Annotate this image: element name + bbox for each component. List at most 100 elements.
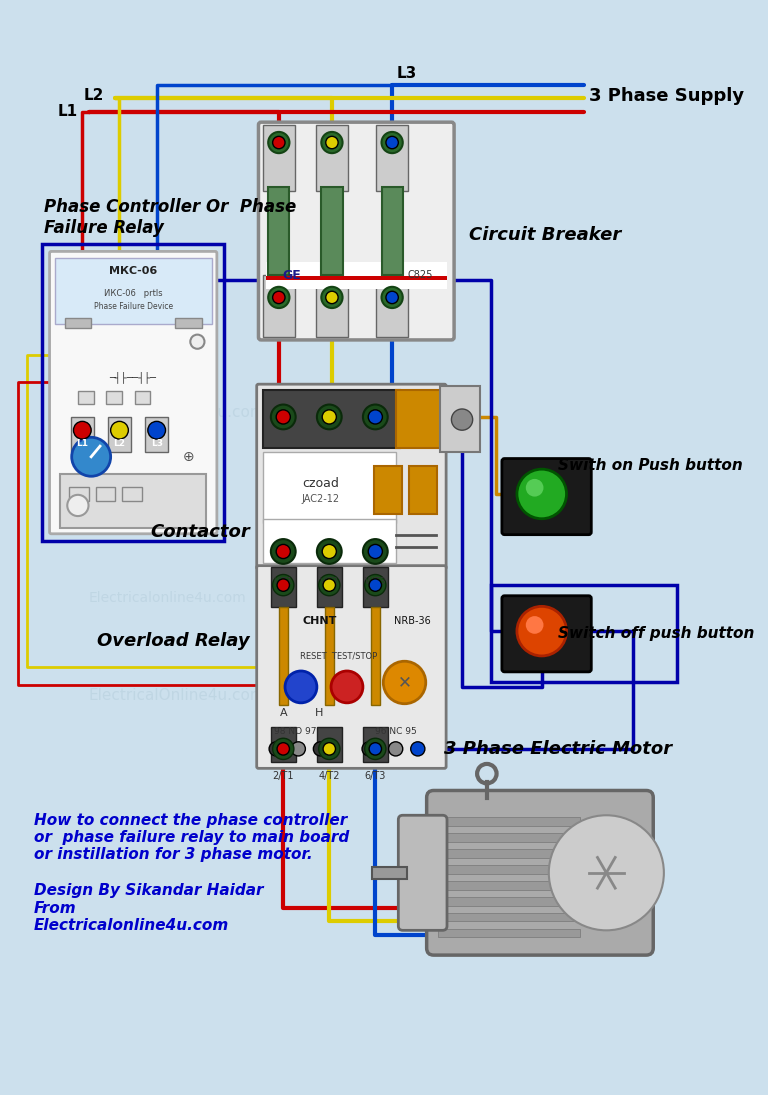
Text: 96 NC 95: 96 NC 95 [375,727,416,736]
Bar [108,417,131,452]
Text: V/T2: V/T2 [319,576,339,585]
Circle shape [517,469,567,519]
Bar [439,912,580,922]
Bar [363,727,388,762]
Bar [439,880,580,889]
Circle shape [319,738,340,760]
Circle shape [68,495,88,516]
Text: U/T1: U/T1 [273,576,293,585]
Bar [363,567,388,608]
FancyBboxPatch shape [427,791,654,955]
Text: Switch off push button: Switch off push button [558,626,754,642]
Circle shape [273,575,294,596]
Text: C825: C825 [408,270,433,280]
FancyBboxPatch shape [399,816,447,931]
Bar [268,187,290,275]
Bar [55,257,211,324]
Bar [134,391,151,404]
Circle shape [71,437,111,476]
Text: ИКС-06   prtls: ИКС-06 prtls [104,288,163,298]
Bar [271,727,296,762]
Bar [382,187,402,275]
Bar [106,391,122,404]
Bar [271,567,296,608]
Bar [122,487,141,502]
Text: Circuit Breaker: Circuit Breaker [469,227,621,244]
Circle shape [277,579,290,591]
Circle shape [190,335,204,349]
Bar [65,318,91,328]
Bar [439,897,580,906]
Text: Phase Failure Device: Phase Failure Device [94,302,173,311]
Circle shape [369,742,382,756]
Circle shape [365,738,386,760]
Circle shape [452,408,472,430]
Circle shape [317,539,342,564]
Bar [492,585,677,682]
Bar [69,487,88,502]
Circle shape [271,404,296,429]
Circle shape [331,671,363,703]
Circle shape [383,661,425,704]
Bar [266,276,447,279]
Circle shape [321,131,343,153]
Text: L3: L3 [396,66,417,81]
Bar [317,727,342,762]
Text: Design By Sikandar Haidar
From
Electricalonline4u.com: Design By Sikandar Haidar From Electrica… [34,884,263,933]
Circle shape [273,738,294,760]
FancyBboxPatch shape [257,384,446,569]
Text: МКС-06: МКС-06 [109,266,157,276]
Text: Overload Relay: Overload Relay [97,632,250,650]
Bar [71,417,94,452]
Circle shape [526,616,544,634]
Bar [145,417,168,452]
Text: ✕: ✕ [398,673,412,691]
Text: 3 Phase Electric Motor: 3 Phase Electric Motor [444,740,672,758]
Bar [316,125,348,192]
Circle shape [382,287,402,308]
Circle shape [368,410,382,424]
Text: 2/T1: 2/T1 [273,771,294,781]
Text: L1: L1 [76,439,88,448]
Text: ─┤├──┤├─: ─┤├──┤├─ [109,371,156,383]
Bar [371,608,379,704]
Circle shape [271,539,296,564]
Circle shape [386,137,399,149]
Circle shape [382,131,402,153]
Text: 6/T3: 6/T3 [365,771,386,781]
Text: L3: L3 [151,439,163,448]
Text: L1: L1 [58,104,78,119]
Bar [263,275,295,337]
Text: ⊕: ⊕ [183,450,194,464]
Circle shape [517,607,567,656]
Text: CHNT: CHNT [303,615,337,625]
Text: 98 NO 97: 98 NO 97 [274,727,317,736]
Text: Contactor: Contactor [150,523,250,541]
Circle shape [326,137,338,149]
Bar [439,817,580,826]
Bar [263,519,396,563]
Bar [373,465,402,515]
Circle shape [273,291,285,303]
Bar [263,452,396,523]
Circle shape [276,410,290,424]
FancyBboxPatch shape [502,459,591,534]
Text: L2: L2 [114,439,125,448]
Text: NRB-36: NRB-36 [394,615,431,625]
Bar [78,391,94,404]
Circle shape [321,287,343,308]
Bar [263,391,400,448]
Circle shape [74,422,91,439]
Circle shape [285,671,317,703]
Bar [439,833,580,842]
Circle shape [389,741,402,756]
Bar [440,385,480,452]
Circle shape [323,742,336,756]
Circle shape [323,410,336,424]
Text: L2: L2 [84,88,104,103]
Text: JAC2-12: JAC2-12 [301,494,339,505]
Bar [266,262,447,289]
FancyBboxPatch shape [50,252,217,533]
Circle shape [326,291,338,303]
Circle shape [368,544,382,558]
